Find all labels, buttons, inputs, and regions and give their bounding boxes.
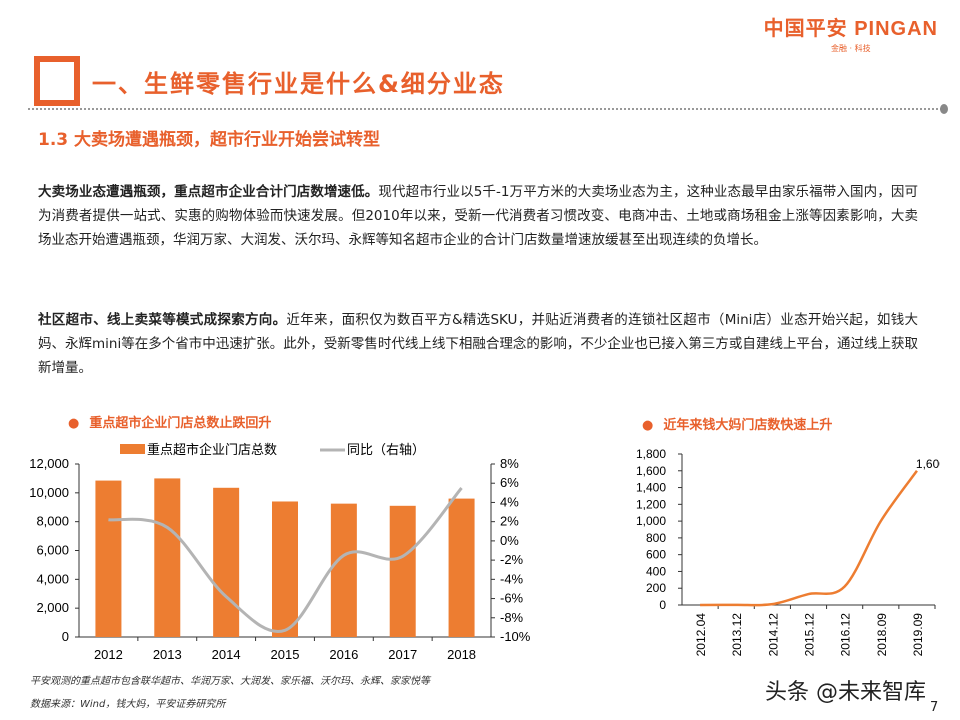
y2-tick-label: -8% (500, 610, 524, 625)
y2-tick-label: -6% (500, 591, 524, 606)
yoy-line (108, 487, 463, 633)
bar (272, 501, 298, 637)
x-tick-label: 2015 (271, 647, 300, 662)
bar (330, 503, 357, 637)
page-number: 7 (930, 700, 939, 715)
legend-line-label: 同比（右轴） (347, 442, 425, 457)
paragraph-2-body: 近年来，面积仅为数百平方&精选SKU，并贴近消费者的连锁社区超市（Mini店）业… (38, 312, 919, 376)
store-count-line (700, 470, 918, 607)
x-tick-label: 2014 (212, 647, 241, 662)
y-tick-label: 400 (646, 564, 666, 578)
y-tick-label: 800 (646, 531, 666, 545)
divider (28, 108, 946, 110)
x-tick-label: 2018.09 (875, 613, 889, 657)
x-tick-label: 2016 (329, 647, 358, 662)
chart1-title: 重点超市企业门店总数止跌回升 (68, 412, 271, 431)
bar (95, 480, 122, 637)
store-count-chart: 0 2,000 4,000 6,000 8,000 10,000 12,000 -10% -8%… (29, 442, 531, 662)
y2-tick-label: 6% (500, 475, 519, 490)
y-tick-label: 1,400 (636, 481, 666, 495)
y-tick-label: 2,000 (36, 600, 69, 615)
y-tick-label: 12,000 (29, 456, 69, 471)
y-tick-label: 0 (62, 629, 69, 644)
x-tick-label: 2014.12 (766, 613, 780, 657)
legend-bar-label: 重点超市企业门店总数 (147, 442, 277, 457)
y-tick-label: 0 (659, 598, 666, 612)
logo-text: 中国平安 PINGAN (763, 18, 938, 40)
y-tick-label: 1,600 (636, 464, 666, 478)
y-tick-label: 4,000 (36, 571, 69, 586)
qiandama-chart: 0 200 400 600 800 1,000 1,200 1,400 1,600 1,800 20… (636, 447, 940, 657)
y-tick-label: 10,000 (29, 485, 69, 500)
y2-tick-label: -2% (500, 552, 524, 567)
y-tick-label: 6,000 (36, 543, 69, 558)
bar (448, 498, 475, 637)
x-tick-label: 2012.04 (694, 613, 708, 657)
page-title: 一、生鲜零售行业是什么&细分业态 (92, 70, 505, 98)
y2-tick-label: 8% (500, 456, 519, 471)
logo-tagline: 金融 · 科技 (831, 44, 871, 53)
paragraph-2-lead: 社区超市、线上卖菜等模式成探索方向。 (38, 312, 287, 328)
y-tick-label: 8,000 (36, 514, 69, 529)
y2-tick-label: -4% (500, 571, 524, 586)
legend-bar-swatch (120, 444, 145, 454)
x-tick-label: 2012 (94, 647, 123, 662)
x-tick-label: 2016.12 (839, 613, 853, 657)
y-tick-label: 1,000 (636, 514, 666, 528)
watermark: 头条 @未来智库 (765, 680, 926, 705)
x-tick-label: 2013 (153, 647, 182, 662)
paragraph-1-lead: 大卖场业态遭遇瓶颈，重点超市企业合计门店数增速低。 (38, 184, 379, 200)
chart2-title: 近年来钱大妈门店数快速上升 (642, 414, 832, 433)
paragraph-1-body: 现代超市行业以5千-1万平方米的大卖场业态为主，这种业态最早由家乐福带入国内，因… (38, 184, 918, 248)
chart-footnote: 平安观测的重点超市包含联华超市、华润万家、大润发、家乐福、沃尔玛、永辉、家家悦等 (30, 676, 430, 687)
divider-dot (940, 104, 948, 114)
bar (154, 478, 181, 637)
x-tick-label: 2013.12 (730, 613, 744, 657)
data-source: 数据来源：Wind，钱大妈，平安证券研究所 (30, 699, 226, 710)
y2-tick-label: -10% (500, 629, 531, 644)
section-subtitle: 1.3 大卖场遭遇瓶颈，超市行业开始尝试转型 (38, 130, 381, 150)
pencil-note-icon (34, 56, 80, 106)
y-tick-label: 1,800 (636, 447, 666, 461)
bar (389, 505, 416, 637)
y-tick-label: 200 (646, 581, 666, 595)
y-tick-label: 600 (646, 548, 666, 562)
bar (213, 487, 240, 637)
x-tick-label: 2019.09 (911, 613, 925, 657)
y-tick-label: 1,200 (636, 497, 666, 511)
x-tick-label: 2015.12 (803, 613, 817, 657)
y2-tick-label: 4% (500, 494, 519, 509)
x-tick-label: 2018 (447, 647, 476, 662)
y2-tick-label: 2% (500, 514, 519, 529)
paragraph-2: 社区超市、线上卖菜等模式成探索方向。近年来，面积仅为数百平方&精选SKU，并贴近… (38, 308, 918, 380)
paragraph-1: 大卖场业态遭遇瓶颈，重点超市企业合计门店数增速低。现代超市行业以5千-1万平方米… (38, 180, 918, 252)
x-tick-label: 2017 (388, 647, 417, 662)
y2-tick-label: 0% (500, 533, 519, 548)
data-label: 1,600 (916, 457, 940, 471)
pingan-logo: 中国平安 PINGAN 金融 · 科技 (764, 12, 938, 54)
